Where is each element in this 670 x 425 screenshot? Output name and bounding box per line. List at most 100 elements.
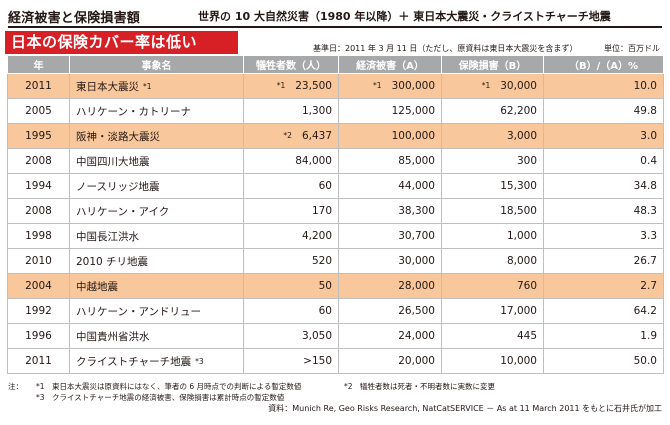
cell-deaths: 60 <box>243 298 339 324</box>
ratio-value: 10.0 <box>633 80 657 92</box>
cell-economic-value: 30,700 <box>398 230 435 242</box>
ratio-value: 34.8 <box>633 180 657 192</box>
source-credit: 資料：Munich Re, Geo Risks Research, NatCat… <box>268 404 662 413</box>
cell-economic: 20,000 <box>338 348 442 374</box>
cell-ratio: 2.7 <box>543 273 664 299</box>
cell-ratio: 48.3 <box>543 198 664 224</box>
cell-deaths: *2 6,437 <box>243 123 339 149</box>
footnote-marker: *1 <box>276 81 286 90</box>
cell-deaths: >150 <box>243 348 339 374</box>
col-economic-header: 経済被害（A） <box>338 55 442 74</box>
col-ratio-header: （B）/（A）% <box>543 55 664 74</box>
footnote-marker: *3 <box>195 356 204 366</box>
cell-economic: 85,000 <box>338 148 442 174</box>
cell-insured-value: 3,000 <box>506 130 537 142</box>
footnote-marker: *2 <box>283 131 292 140</box>
table-row: 1995 阪神・淡路大震災 *2 6,437 100,000 3,000 3.0 <box>7 123 664 149</box>
cell-insured-value: 1,000 <box>506 230 537 242</box>
ratio-value: 3.0 <box>640 130 657 142</box>
cell-insured: *1 30,000 <box>441 73 544 99</box>
cell-event: ノースリッジ地震 <box>69 173 244 199</box>
cell-deaths-value: 50 <box>318 280 332 292</box>
title-rule <box>8 26 662 28</box>
table-row: 1996 中国貴州省洪水 3,050 24,000 445 1.9 <box>7 323 664 349</box>
cell-insured: 62,200 <box>441 98 544 124</box>
cell-insured: 17,000 <box>441 298 544 324</box>
event-name: 中国長江洪水 <box>76 230 139 243</box>
event-name: 東日本大震災 <box>76 80 139 93</box>
cell-deaths-value: 60 <box>318 305 332 317</box>
year-value: 2008 <box>25 205 52 217</box>
year-value: 2011 <box>25 355 52 367</box>
tagline-banner: 日本の保険カバー率は低い <box>5 31 238 54</box>
event-name: 阪神・淡路大震災 <box>76 130 160 143</box>
cell-insured: 3,000 <box>441 123 544 149</box>
cell-ratio: 3.3 <box>543 223 664 249</box>
col-event-header: 事象名 <box>69 55 244 74</box>
ratio-value: 48.3 <box>633 205 657 217</box>
header: 経済被害と保険損害額 世界の 10 大自然災害（1980 年以降）＋ 東日本大震… <box>8 7 662 27</box>
table-body: 2011 東日本大震災 *1 *1 23,500 *1 300,000 *1 30,000 10.… <box>7 73 664 374</box>
event-name: ハリケーン・アンドリュー <box>76 305 202 318</box>
table-row: 2004 中越地震 50 28,000 760 2.7 <box>7 273 664 299</box>
year-value: 1996 <box>25 330 52 342</box>
cell-ratio: 26.7 <box>543 248 664 274</box>
table-header-row: 年 事象名 犠牲者数（人） 経済被害（A） 保険損害（B） （B）/（A）% <box>7 55 664 74</box>
cell-deaths: 50 <box>243 273 339 299</box>
year-value: 1992 <box>25 305 52 317</box>
cell-economic-value: 44,000 <box>398 180 435 192</box>
cell-deaths: 1,300 <box>243 98 339 124</box>
cell-economic: 100,000 <box>338 123 442 149</box>
cell-economic-value: 24,000 <box>398 330 435 342</box>
event-name: ハリケーン・カトリーナ <box>76 105 191 118</box>
cell-insured: 1,000 <box>441 223 544 249</box>
notes-label: 注： <box>8 382 23 391</box>
table-row: 1994 ノースリッジ地震 60 44,000 15,300 34.8 <box>7 173 664 199</box>
year-value: 1994 <box>25 180 52 192</box>
cell-economic: 26,500 <box>338 298 442 324</box>
ratio-value: 0.4 <box>640 155 657 167</box>
table-row: 1998 中国長江洪水 4,200 30,700 1,000 3.3 <box>7 223 664 249</box>
base-date-note: 基準日：2011 年 3 月 11 日（ただし、原資料は東日本大震災を含まず） <box>313 44 578 53</box>
cell-economic: 30,000 <box>338 248 442 274</box>
cell-deaths-value: 4,200 <box>301 230 332 242</box>
cell-event: 阪神・淡路大震災 <box>69 123 244 149</box>
ratio-value: 50.0 <box>633 355 657 367</box>
cell-deaths-value: 1,300 <box>301 105 332 117</box>
event-name: 中国貴州省洪水 <box>76 330 150 343</box>
col-year-header: 年 <box>7 55 70 74</box>
cell-deaths-value: 3,050 <box>301 330 332 342</box>
cell-insured: 15,300 <box>441 173 544 199</box>
ratio-value: 26.7 <box>633 255 657 267</box>
cell-deaths: 60 <box>243 173 339 199</box>
cell-insured: 18,500 <box>441 198 544 224</box>
cell-event: クライストチャーチ地震 *3 <box>69 348 244 374</box>
cell-insured-value: 15,300 <box>500 180 537 192</box>
cell-economic-value: 20,000 <box>398 355 435 367</box>
cell-deaths: 84,000 <box>243 148 339 174</box>
cell-deaths-value: 6,437 <box>301 130 332 142</box>
table-row: 2005 ハリケーン・カトリーナ 1,300 125,000 62,200 49.8 <box>7 98 664 124</box>
cell-ratio: 10.0 <box>543 73 664 99</box>
cell-year: 1994 <box>7 173 70 199</box>
table-row: 2008 中国四川大地震 84,000 85,000 300 0.4 <box>7 148 664 174</box>
cell-economic: 28,000 <box>338 273 442 299</box>
cell-economic: 24,000 <box>338 323 442 349</box>
ratio-value: 3.3 <box>640 230 657 242</box>
ratio-value: 2.7 <box>640 280 657 292</box>
ratio-value: 64.2 <box>633 305 657 317</box>
event-name: 2010 チリ地震 <box>76 255 149 268</box>
cell-insured: 760 <box>441 273 544 299</box>
footnote-marker: *1 <box>481 81 491 90</box>
cell-insured-value: 8,000 <box>506 255 537 267</box>
cell-economic-value: 85,000 <box>398 155 435 167</box>
year-value: 2008 <box>25 155 52 167</box>
cell-insured-value: 18,500 <box>500 205 537 217</box>
cell-event: ハリケーン・アンドリュー <box>69 298 244 324</box>
cell-insured-value: 760 <box>516 280 537 292</box>
cell-deaths-value: 520 <box>311 255 332 267</box>
page-title: 経済被害と保険損害額 <box>8 11 141 26</box>
cell-event: ハリケーン・カトリーナ <box>69 98 244 124</box>
cell-insured: 300 <box>441 148 544 174</box>
cell-insured-value: 62,200 <box>500 105 537 117</box>
